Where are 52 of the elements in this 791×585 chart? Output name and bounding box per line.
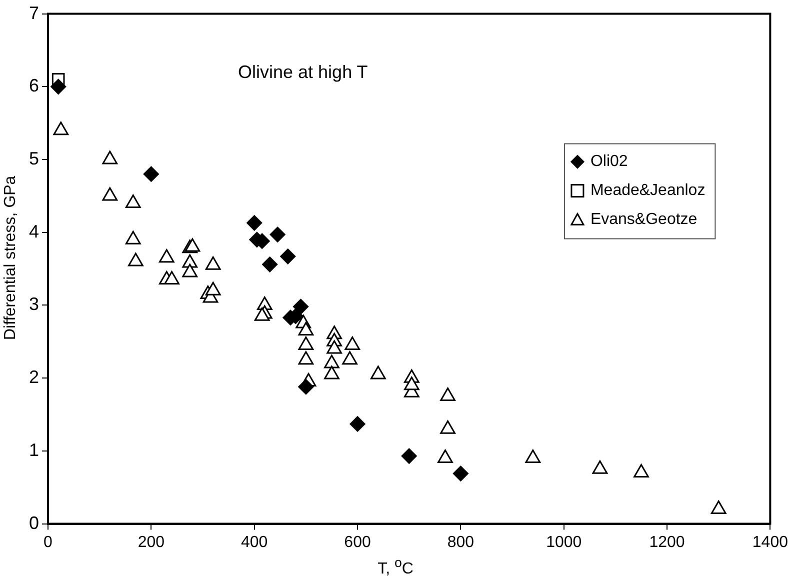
point xyxy=(125,230,141,244)
point xyxy=(324,366,340,380)
point xyxy=(324,354,340,368)
legend-label: Meade&Jeanloz xyxy=(590,182,706,200)
y-tick-label: 7 xyxy=(28,2,40,23)
x-tick-label: 1000 xyxy=(546,534,582,551)
y-tick-label: 1 xyxy=(28,440,40,460)
point xyxy=(440,388,456,402)
point xyxy=(128,252,144,266)
x-axis-title: T, $^{o}$C xyxy=(376,555,414,578)
point xyxy=(370,366,386,380)
y-tick-label: 3 xyxy=(28,294,40,314)
x-tick-label: 200 xyxy=(138,534,165,551)
legend-label: Oli02 xyxy=(590,153,628,170)
x-tick-label: 1200 xyxy=(649,534,685,551)
point xyxy=(205,256,221,270)
point xyxy=(404,376,420,390)
point xyxy=(164,270,180,284)
legend-label: Evans&Geotze xyxy=(590,211,698,228)
point xyxy=(102,187,118,201)
point xyxy=(344,336,360,350)
point xyxy=(184,238,200,252)
x-tick-label: 0 xyxy=(44,534,53,551)
point xyxy=(438,449,453,463)
point xyxy=(710,500,726,514)
x-tick-label: 800 xyxy=(447,534,474,551)
point xyxy=(440,420,456,434)
point xyxy=(205,282,221,296)
y-tick-label: 5 xyxy=(28,148,40,168)
point xyxy=(298,351,314,365)
point xyxy=(634,464,649,478)
x-tick-label: 1400 xyxy=(752,534,788,551)
y-tick-label: 6 xyxy=(28,76,40,96)
point xyxy=(254,307,270,321)
x-tick-label: 600 xyxy=(344,534,371,551)
point xyxy=(525,449,541,463)
point xyxy=(298,322,314,336)
point xyxy=(298,336,314,350)
point xyxy=(53,122,69,136)
y-tick-label: 0 xyxy=(28,512,40,533)
point xyxy=(326,340,342,354)
annotation: Olivine at high T xyxy=(238,62,368,82)
x-tick-label: 400 xyxy=(241,534,268,551)
point xyxy=(102,150,118,164)
y-axis-title: Differential stress, GPa xyxy=(2,176,20,340)
y-tick-label: 4 xyxy=(28,221,40,242)
point xyxy=(125,194,141,208)
point xyxy=(592,460,608,474)
point xyxy=(182,264,198,278)
point xyxy=(158,249,174,263)
y-tick-label: 2 xyxy=(28,367,40,388)
point xyxy=(342,351,358,365)
